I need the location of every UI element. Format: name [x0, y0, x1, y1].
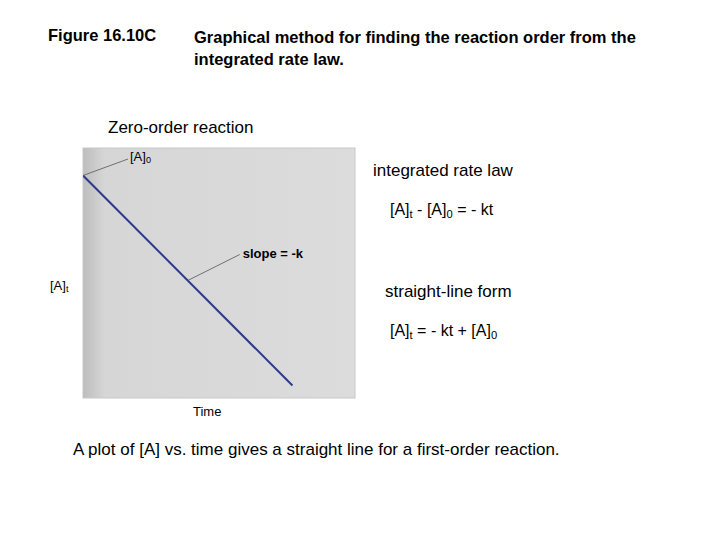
text-part: [A]: [50, 278, 66, 293]
text-part: = - kt + [A]: [413, 322, 491, 339]
text-part: [A]: [390, 201, 410, 218]
text-part: = - kt: [453, 201, 493, 218]
equation: [A]t - [A]0 = - kt: [390, 201, 493, 219]
y-axis-label: [A]t: [50, 278, 68, 293]
figure-label: Figure 16.10C: [48, 26, 156, 45]
text-part: - [A]: [413, 201, 447, 218]
x-axis-label: Time: [193, 404, 221, 419]
plot-area: [83, 176, 292, 386]
leader-line: [83, 159, 128, 176]
subscript: 0: [446, 208, 452, 220]
subtitle: Zero-order reaction: [108, 118, 254, 138]
note-heading: integrated rate law: [373, 161, 513, 181]
data-line: [83, 176, 292, 386]
annotation: slope = -k: [243, 246, 303, 261]
annotation: [A]0: [130, 149, 151, 164]
subscript: t: [410, 208, 413, 220]
plot-frame: [83, 148, 355, 398]
leader-line: [188, 255, 240, 281]
caption: A plot of [A] vs. time gives a straight …: [73, 440, 560, 460]
subscript: t: [66, 284, 69, 294]
text-part: [A]: [390, 322, 410, 339]
note-heading: straight-line form: [385, 282, 512, 302]
text-part: slope = -k: [243, 246, 303, 261]
text-part: [A]: [130, 149, 146, 164]
title: Graphical method for finding the reactio…: [194, 26, 664, 70]
subscript: 0: [146, 155, 151, 165]
subscript: 0: [491, 329, 497, 341]
subscript: t: [410, 329, 413, 341]
equation: [A]t = - kt + [A]0: [390, 322, 497, 340]
